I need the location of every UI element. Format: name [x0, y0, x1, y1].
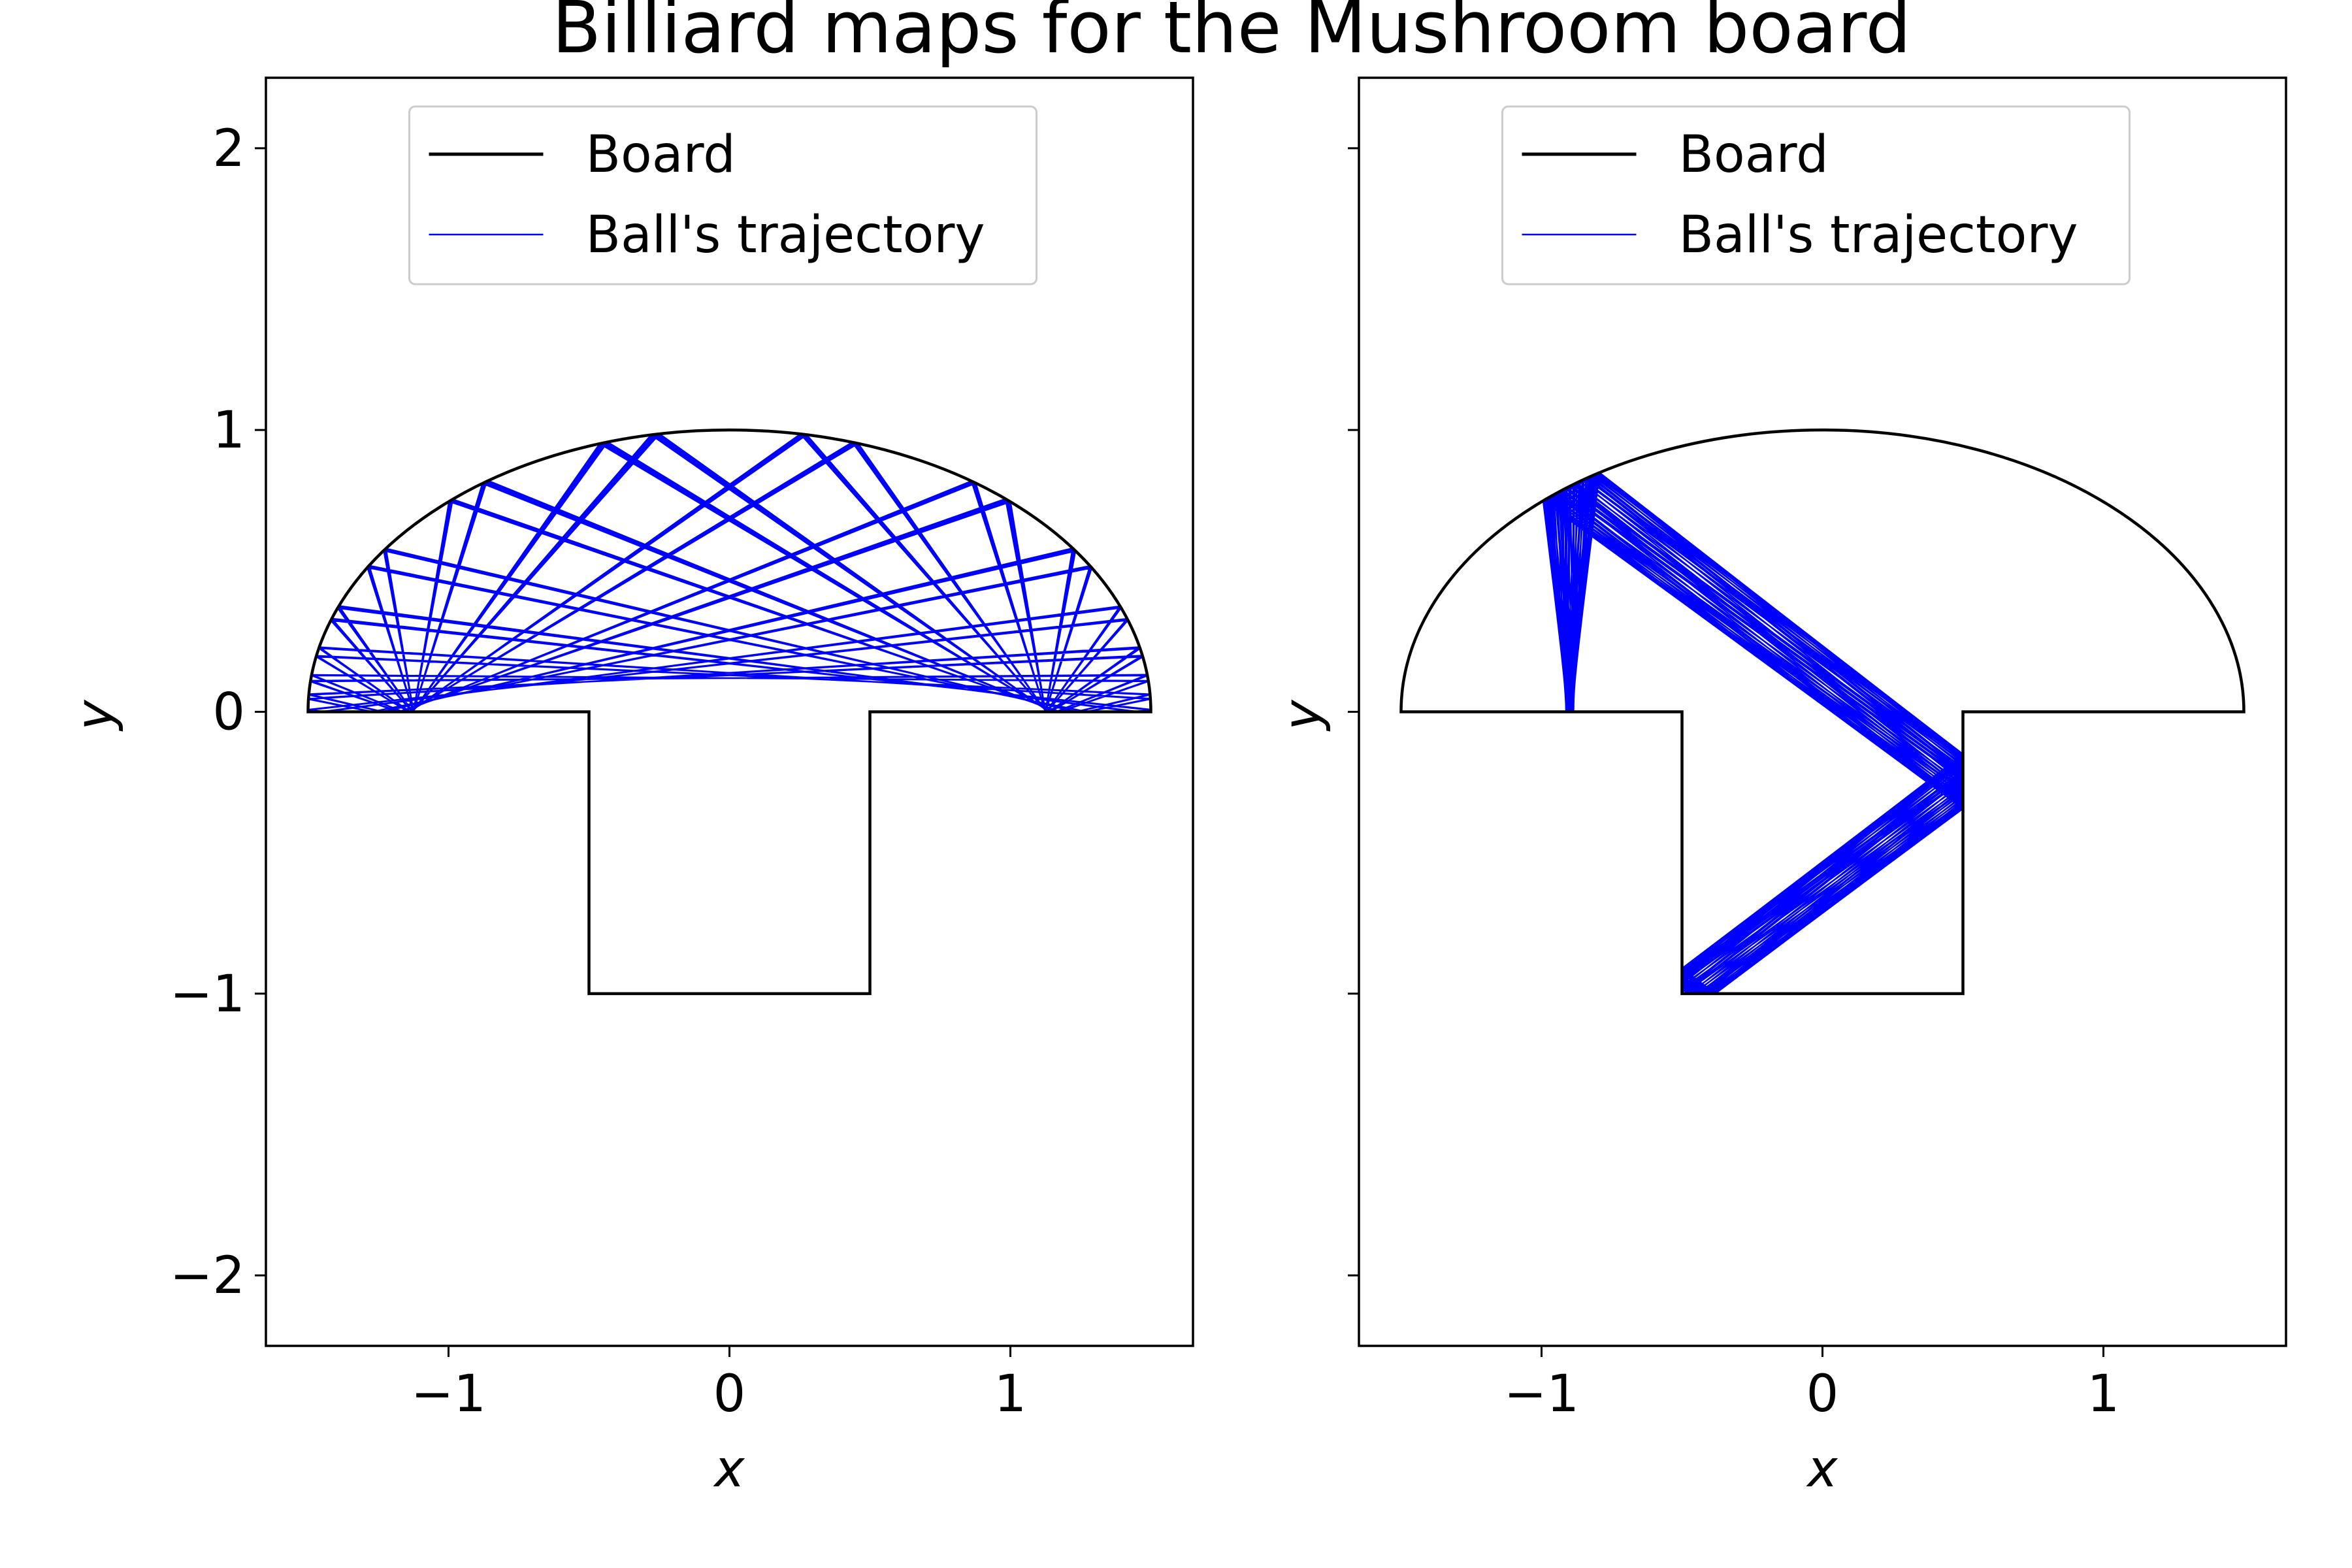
x-axis-label: x — [712, 1440, 745, 1499]
x-axis-label: x — [1805, 1440, 1838, 1499]
plot-area — [306, 428, 1152, 996]
plot-area — [1399, 428, 2246, 996]
y-tick-label: 2 — [212, 120, 245, 178]
legend-frame — [1501, 105, 2131, 286]
legend: Board Ball's trajectory — [408, 105, 1037, 286]
board-outline — [1399, 428, 2246, 996]
legend-label-board: Board — [586, 125, 736, 184]
panel-2: −1 0 1 x y Board Ball's trajectory — [1273, 76, 2287, 1499]
y-axis-label: y — [1273, 699, 1332, 732]
x-tick-label: −1 — [411, 1365, 486, 1424]
x-tick-label: −1 — [1504, 1365, 1579, 1424]
y-tick-label: −1 — [170, 965, 245, 1024]
y-tick-label: 0 — [212, 683, 245, 742]
x-tick-label: 1 — [994, 1365, 1027, 1424]
trajectory-line — [1542, 472, 1964, 994]
panel-1: −1 0 1 −2 −1 0 1 2 x y Board Ball's trajectory — [66, 76, 1194, 1499]
y-tick-label: −2 — [170, 1247, 245, 1305]
trajectory-line — [308, 433, 1151, 713]
panels: −1 0 1 −2 −1 0 1 2 x y Board Ball's trajectory −1 0 1 x… — [66, 76, 2287, 1499]
legend-frame — [408, 105, 1037, 286]
legend-label-trajectory: Ball's trajectory — [1679, 206, 2078, 265]
legend-label-board: Board — [1679, 125, 1829, 184]
y-tick-label: 1 — [212, 401, 245, 460]
x-tick-label: 0 — [713, 1365, 746, 1424]
figure-title: Billiard maps for the Mushroom board — [552, 0, 1911, 69]
x-tick-label: 0 — [1806, 1365, 1839, 1424]
legend-label-trajectory: Ball's trajectory — [586, 206, 985, 265]
y-axis-label: y — [66, 699, 125, 732]
x-tick-label: 1 — [2087, 1365, 2120, 1424]
legend: Board Ball's trajectory — [1501, 105, 2131, 286]
board-outline — [306, 428, 1152, 996]
